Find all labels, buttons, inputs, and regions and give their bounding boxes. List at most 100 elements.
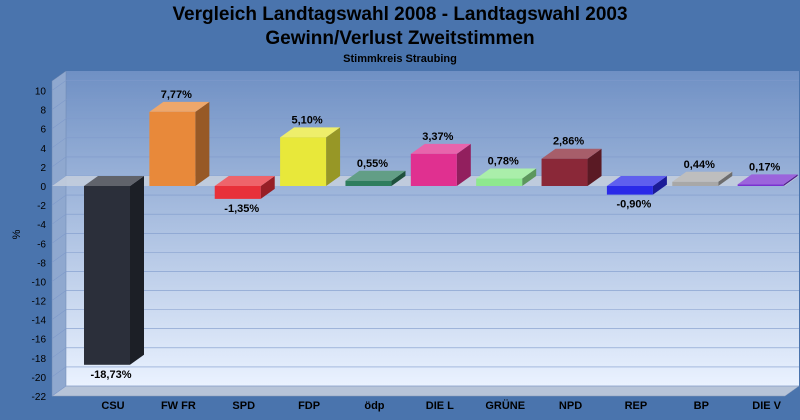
y-tick-label: 2 — [40, 163, 46, 174]
bar-side — [587, 148, 602, 186]
x-tick-label: SPD — [232, 400, 255, 412]
bar-front — [541, 158, 588, 186]
gridline-side — [51, 366, 67, 378]
bar-side — [718, 171, 733, 186]
gridline-side — [51, 156, 67, 168]
bar-top — [214, 176, 275, 186]
y-tick-label: 4 — [40, 144, 46, 155]
bar-front — [149, 111, 196, 186]
bar-value-label: 0,44% — [684, 159, 715, 171]
gridline-side — [51, 99, 67, 110]
bar-die-l — [410, 143, 471, 186]
bar-front — [476, 178, 523, 186]
gridline-side — [51, 194, 67, 206]
bar-value-label: 0,17% — [749, 161, 780, 173]
bar-side — [326, 127, 341, 186]
bar-side — [130, 176, 144, 365]
bar-top — [737, 174, 798, 185]
bar-value-label: -18,73% — [91, 369, 132, 381]
bar-top — [476, 168, 537, 179]
gridline-side — [51, 271, 67, 282]
gridline-side — [51, 118, 67, 129]
bar-side — [391, 170, 406, 186]
bar-front — [737, 184, 784, 186]
bar-value-label: -1,35% — [224, 203, 259, 215]
bar-rep — [606, 176, 667, 195]
y-tick-label: -8 — [37, 258, 46, 269]
bar-top — [606, 176, 667, 186]
bar-front — [280, 137, 327, 186]
bar-top — [410, 143, 471, 154]
y-tick-label: 0 — [40, 182, 46, 193]
bar-value-label: 3,37% — [422, 131, 453, 143]
bar-gr-ne — [476, 168, 537, 186]
bar-front — [345, 180, 392, 186]
x-tick-label: FDP — [298, 400, 320, 412]
gridline-side — [51, 385, 67, 397]
bar-front — [410, 153, 457, 186]
plot-side-wall — [51, 70, 67, 397]
gridline-side — [51, 252, 67, 263]
gridline-side — [51, 328, 67, 339]
chart-title: Vergleich Landtagswahl 2008 - Landtagswa… — [172, 4, 628, 25]
bar-front — [214, 186, 261, 199]
plot-floor — [51, 385, 800, 397]
bar-value-label: 7,77% — [161, 89, 192, 101]
bar-top — [149, 101, 210, 112]
x-tick-label: DIE V — [752, 400, 781, 412]
x-tick-label: CSU — [101, 400, 124, 412]
bar-top — [280, 127, 341, 138]
bar-bp — [672, 171, 733, 186]
bar--dp — [345, 170, 406, 186]
bar-csu — [84, 176, 144, 365]
x-tick-label: FW FR — [161, 400, 196, 412]
gridline-side — [51, 347, 67, 359]
gridline-side — [51, 290, 67, 301]
y-tick-label: 8 — [40, 106, 46, 117]
bar-top — [345, 170, 406, 181]
y-tick-label: -14 — [32, 316, 47, 327]
gridline-side — [51, 309, 67, 320]
bar-side — [195, 101, 210, 186]
x-tick-label: DIE L — [426, 400, 454, 412]
y-tick-label: 10 — [35, 87, 47, 98]
bar-top — [84, 176, 144, 186]
bar-side — [783, 174, 798, 186]
y-tick-label: -6 — [37, 239, 46, 250]
y-tick-label: -12 — [32, 297, 47, 308]
x-tick-label: ödp — [364, 400, 384, 412]
y-tick-label: -20 — [32, 373, 47, 384]
y-axis-label: % — [11, 229, 23, 239]
chart-subtitle: Gewinn/Verlust Zweitstimmen — [265, 28, 535, 49]
y-tick-label: -16 — [32, 335, 47, 346]
gridline-side — [51, 137, 67, 149]
y-tick-label: -4 — [37, 220, 46, 231]
bar-value-label: 0,55% — [357, 158, 388, 170]
bar-front — [606, 186, 653, 195]
bar-side — [652, 176, 667, 195]
bar-front — [672, 181, 719, 186]
bar-npd — [541, 148, 602, 186]
bar-top — [672, 171, 733, 182]
x-tick-label: BP — [694, 400, 709, 412]
x-tick-label: NPD — [559, 400, 582, 412]
bar-fdp — [280, 127, 341, 186]
bar-value-label: 0,78% — [488, 156, 519, 168]
y-tick-label: -22 — [32, 392, 47, 403]
bar-value-label: -0,90% — [616, 199, 651, 211]
bar-value-label: 5,10% — [291, 114, 322, 126]
y-tick-label: 6 — [40, 125, 46, 136]
gridline-side — [51, 233, 67, 244]
bar-value-label: 2,86% — [553, 136, 584, 148]
gridline-side — [51, 213, 67, 225]
bar-side — [456, 143, 471, 186]
bar-top — [541, 148, 602, 159]
y-tick-label: -18 — [32, 354, 47, 365]
y-tick-label: -2 — [37, 201, 46, 212]
chart-caption: Stimmkreis Straubing — [343, 53, 457, 65]
bar-side — [260, 176, 275, 199]
x-tick-label: GRÜNE — [485, 399, 525, 412]
gridline-side — [51, 80, 67, 91]
y-tick-label: -10 — [32, 277, 47, 288]
